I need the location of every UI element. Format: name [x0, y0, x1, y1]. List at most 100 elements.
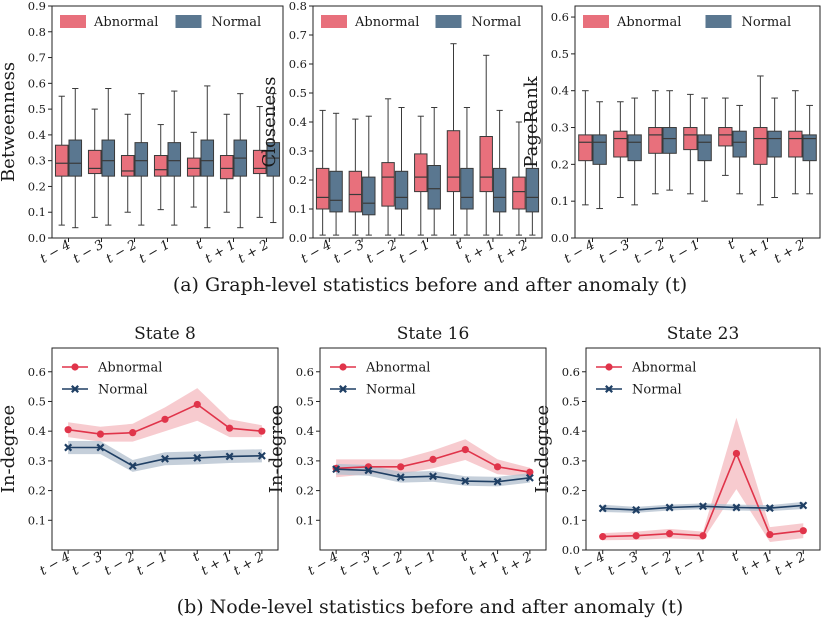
confidence-band-abnormal: [602, 417, 804, 542]
data-point-normal: [525, 473, 534, 482]
box-abnormal: [186, 131, 201, 208]
legend-label-abnormal: Abnormal: [631, 361, 696, 376]
y-tick-label: 0.1: [562, 513, 580, 527]
box-body: [381, 162, 395, 207]
box-abnormal: [120, 113, 135, 213]
y-tick-label: 0.7: [28, 51, 46, 65]
box-abnormal: [446, 43, 461, 236]
box-body: [219, 155, 234, 180]
x-tick-label: t − 2: [632, 237, 668, 266]
legend-label-normal: Normal: [742, 15, 792, 30]
data-point-abnormal: [632, 532, 640, 540]
box-body: [167, 142, 182, 177]
y-tick-label: 0.5: [551, 47, 569, 61]
box-normal: [492, 109, 507, 236]
y-tick-label: 0.2: [289, 173, 307, 187]
x-tick-label: t − 2: [370, 549, 406, 578]
box-normal: [394, 107, 409, 236]
x-tick-label: t − 1: [134, 549, 170, 578]
box-abnormal: [381, 98, 395, 236]
box-body: [153, 155, 168, 177]
data-point-abnormal: [599, 533, 607, 541]
legend-label-normal: Normal: [366, 383, 416, 398]
box-body: [460, 167, 474, 210]
legend: Abnormal Normal: [583, 15, 791, 30]
box-normal: [233, 93, 248, 229]
y-tick-label: 0.3: [551, 121, 569, 135]
axes-frame: [585, 347, 821, 551]
y-axis-label: Betweenness: [0, 62, 19, 182]
data-point-abnormal: [799, 527, 807, 535]
y-tick-label: 0.6: [296, 365, 314, 379]
data-point-normal: [493, 477, 502, 486]
box-body: [120, 155, 135, 177]
legend: Abnormal Normal: [330, 361, 430, 398]
chart-title: State 16: [397, 324, 470, 344]
box-abnormal: [252, 106, 267, 218]
y-axis-label: In-degree: [532, 405, 553, 493]
box-normal: [200, 85, 215, 229]
legend-marker-normal: [71, 385, 79, 393]
legend-marker-normal: [339, 385, 347, 393]
box-abnormal: [648, 90, 663, 195]
chart-panel-2: 0.00.10.20.30.40.50.60.70.8t − 4t − 3t −…: [259, 0, 543, 267]
box-body: [362, 176, 376, 216]
data-point-normal: [257, 451, 266, 460]
box-body: [662, 127, 677, 154]
x-tick-label: t + 2: [499, 549, 535, 578]
chart-panel-5: 0.10.20.30.40.50.6t − 4t − 3t − 2t − 1 tt…: [266, 324, 547, 579]
box-body: [753, 127, 768, 165]
box-body: [134, 142, 149, 177]
data-point-normal: [128, 461, 137, 470]
data-point-normal: [699, 502, 707, 511]
y-tick-label: 0.6: [562, 365, 580, 379]
data-point-abnormal: [766, 530, 774, 539]
legend-swatch-abnormal: [321, 15, 347, 28]
data-point-normal: [665, 503, 674, 512]
box-abnormal: [414, 115, 428, 236]
data-point-normal: [461, 477, 470, 486]
y-tick-label: 0.8: [28, 25, 46, 39]
box-body: [627, 134, 642, 162]
box-body: [252, 149, 267, 175]
data-point-normal: [799, 501, 808, 510]
x-tick-label: t − 2: [104, 237, 140, 266]
y-tick-label: 0.1: [289, 202, 307, 216]
box-abnormal: [348, 118, 363, 236]
y-tick-label: 0.2: [551, 157, 569, 171]
box-normal: [362, 115, 376, 236]
data-point-normal: [396, 473, 405, 482]
data-point-normal: [161, 454, 169, 463]
chart-panel-1: 0.00.10.20.30.40.50.60.70.80.9t − 4t − 3…: [0, 0, 284, 267]
y-axis-label: In-degree: [266, 405, 287, 493]
x-tick-label: t: [729, 549, 742, 565]
box-normal: [627, 97, 642, 206]
x-tick-label: t − 1: [397, 237, 433, 266]
box-body: [648, 127, 663, 154]
legend-label-normal: Normal: [472, 15, 522, 30]
box-abnormal: [219, 113, 234, 213]
y-tick-label: 0.5: [296, 394, 314, 408]
legend-marker-abnormal: [605, 363, 613, 371]
box-abnormal: [788, 90, 803, 195]
y-tick-label: 0.0: [562, 543, 580, 557]
x-tick-label: t − 3: [338, 549, 374, 578]
legend-swatch-normal: [175, 15, 202, 28]
x-tick-label: t: [725, 237, 738, 253]
x-tick-label: t + 1: [467, 549, 503, 578]
x-tick-label: t − 3: [70, 549, 106, 578]
caption-a: (a) Graph-level statistics before and af…: [173, 274, 687, 296]
box-body: [315, 167, 330, 210]
x-tick-label: t − 3: [605, 549, 641, 578]
x-tick-label: t: [193, 237, 206, 253]
data-point-normal: [96, 443, 105, 452]
box-body: [683, 127, 698, 151]
box-body: [348, 170, 363, 213]
box-normal: [802, 104, 817, 195]
y-tick-label: 0.1: [28, 513, 46, 527]
axes-frame: [319, 347, 547, 551]
box-normal: [134, 93, 149, 226]
y-tick-label: 0.6: [289, 57, 307, 71]
box-body: [788, 130, 803, 158]
box-normal: [427, 107, 441, 236]
